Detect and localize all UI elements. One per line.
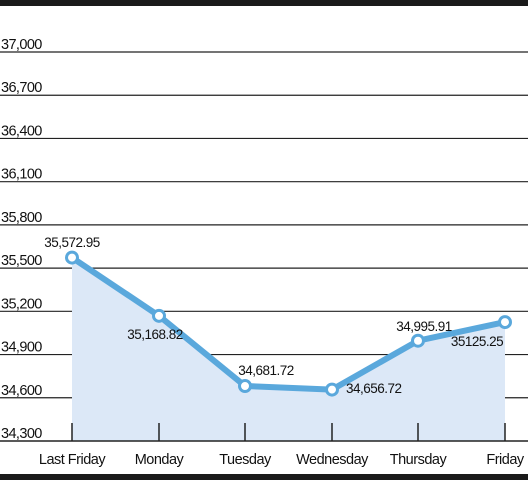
y-tick-label: 37,000 bbox=[1, 37, 42, 53]
y-tick-label: 35,500 bbox=[1, 253, 42, 269]
data-label: 35125.25 bbox=[451, 334, 503, 349]
y-tick-label: 34,900 bbox=[1, 340, 42, 356]
data-point bbox=[152, 308, 166, 323]
series-layer bbox=[65, 250, 512, 397]
data-label-layer: 35,572.95 35,168.82 34,681.72 34,656.72 34,9… bbox=[44, 235, 503, 396]
data-label: 34,656.72 bbox=[346, 381, 402, 396]
bottom-frame-bar bbox=[0, 474, 528, 480]
area-layer bbox=[72, 257, 505, 441]
x-axis-layer: Last Friday Monday Tuesday Wednesday Thursda… bbox=[0, 423, 528, 468]
y-tick-label: 35,800 bbox=[1, 210, 42, 226]
y-tick-label: 34,300 bbox=[1, 426, 42, 442]
x-tick-label: Last Friday bbox=[39, 452, 106, 468]
y-tick-label: 36,100 bbox=[1, 167, 42, 183]
x-tick-label: Thursday bbox=[390, 452, 448, 468]
data-label: 35,168.82 bbox=[127, 327, 183, 342]
x-tick-label: Tuesday bbox=[219, 452, 272, 468]
x-tick-label: Monday bbox=[135, 452, 185, 468]
data-label: 34,681.72 bbox=[238, 363, 294, 378]
data-label: 35,572.95 bbox=[44, 235, 100, 250]
x-tick-label: Wednesday bbox=[296, 452, 369, 468]
y-tick-label: 36,400 bbox=[1, 123, 42, 139]
data-point bbox=[411, 333, 425, 348]
series-area bbox=[72, 257, 505, 441]
y-tick-label: 35,200 bbox=[1, 296, 42, 312]
data-point bbox=[238, 379, 252, 394]
series-line bbox=[69, 254, 508, 393]
top-frame-bar bbox=[0, 0, 528, 6]
data-point bbox=[325, 382, 339, 397]
x-tick-label: Friday bbox=[486, 452, 525, 468]
y-tick-label: 34,600 bbox=[1, 383, 42, 399]
data-point bbox=[65, 250, 79, 265]
data-label: 34,995.91 bbox=[396, 319, 452, 334]
data-point bbox=[498, 315, 512, 330]
y-tick-label: 36,700 bbox=[1, 80, 42, 96]
